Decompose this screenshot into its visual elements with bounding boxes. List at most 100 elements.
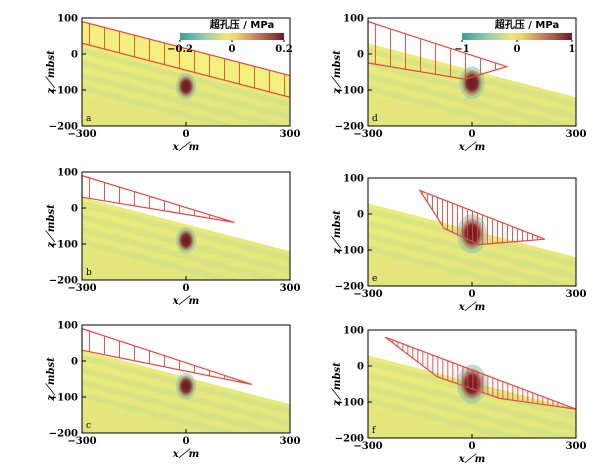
x-axis-label: x／m: [458, 141, 486, 153]
x-tick-label: −300: [353, 289, 382, 300]
slide-outline: [418, 189, 546, 246]
plot-area: [82, 325, 290, 433]
x-tick-label: 0: [183, 283, 190, 294]
sediment-band: [368, 232, 575, 286]
x-tick-label: 300: [280, 436, 301, 447]
y-tick-label: −100: [335, 246, 364, 257]
x-tick-label: 0: [183, 129, 190, 140]
x-tick-label: 300: [280, 283, 301, 294]
y-tick-label: −200: [49, 429, 78, 440]
plot-area: [368, 178, 576, 286]
y-tick-label: 100: [57, 14, 78, 25]
y-tick-label: −100: [49, 86, 78, 97]
slide-outline: [82, 20, 290, 98]
sediment-band: [82, 72, 289, 126]
colorbar-tick-label: 0: [514, 44, 521, 55]
panel-f: 100 0 −100 −200−300 0 300 x／m z／mbst f: [331, 326, 586, 466]
x-tick-label: −300: [67, 129, 96, 140]
x-tick-label: −300: [353, 441, 382, 452]
colorbar-tick-label: −1: [454, 44, 469, 55]
x-axis-label: x／m: [172, 295, 200, 307]
y-axis-label: z／mbst: [331, 362, 343, 407]
y-tick-label: 0: [357, 210, 364, 221]
y-tick-label: −200: [335, 122, 364, 133]
y-tick-label: −100: [335, 86, 364, 97]
sediment-band: [368, 397, 526, 438]
colorbar-d: 超孔压 / MPa −1 0 1: [454, 18, 575, 55]
slide-outline: [368, 20, 509, 80]
y-axis-label: z／mbst: [331, 210, 343, 255]
y-tick-label: 100: [57, 168, 78, 179]
y-tick-label: −200: [49, 122, 78, 133]
x-tick-label: 300: [566, 289, 587, 300]
x-axis-label: x／m: [172, 448, 200, 460]
anomaly-peak: [177, 375, 195, 397]
sediment-band: [368, 384, 575, 438]
y-tick-label: 0: [71, 204, 78, 215]
panel-c: 100 0 −100 −200−300 0 300 x／m z／mbst c: [45, 321, 300, 461]
anomaly-peak: [460, 218, 484, 250]
y-axis-label: z／mbst: [45, 204, 57, 249]
colorbar-title: 超孔压 / MPa: [209, 18, 274, 31]
x-tick-label: 0: [469, 441, 476, 452]
panel-letter: d: [372, 114, 378, 124]
panel-letter: b: [86, 268, 92, 278]
sediment-band: [82, 239, 240, 280]
x-tick-label: 0: [469, 289, 476, 300]
x-tick-label: −300: [67, 436, 96, 447]
sediment-band: [82, 85, 240, 126]
plot-area: [82, 172, 290, 280]
panel-letter: c: [86, 421, 91, 431]
anomaly-peak: [177, 75, 195, 98]
y-tick-label: 100: [343, 326, 364, 337]
panel-e: 100 0 −100 −200−300 0 300 x／m z／mbst e: [331, 174, 586, 314]
colorbar-tick-label: −0.2: [167, 44, 193, 55]
y-tick-label: 0: [71, 50, 78, 61]
y-tick-label: −100: [335, 398, 364, 409]
sediment-band: [82, 226, 289, 280]
slide-outline: [82, 174, 235, 223]
y-axis-label: z／mbst: [331, 50, 343, 95]
x-axis-label: x／m: [172, 141, 200, 153]
panel-letter: e: [372, 274, 377, 284]
x-tick-label: 300: [566, 441, 587, 452]
sediment-band: [368, 245, 526, 286]
y-tick-label: 0: [357, 50, 364, 61]
plot-area: [368, 330, 576, 438]
x-tick-label: −300: [353, 129, 382, 140]
x-tick-label: 300: [280, 129, 301, 140]
y-tick-label: −100: [49, 393, 78, 404]
y-tick-label: 100: [57, 321, 78, 332]
colorbar-a: 超孔压 / MPa −0.2 0 0.2: [167, 18, 293, 55]
sediment-band: [368, 72, 575, 126]
y-tick-label: −200: [49, 276, 78, 287]
colorbar-title: 超孔压 / MPa: [494, 18, 559, 31]
sediment-band: [368, 85, 526, 126]
y-tick-label: −100: [49, 240, 78, 251]
y-axis-label: z／mbst: [45, 357, 57, 402]
x-tick-label: −300: [67, 283, 96, 294]
sediment-band: [82, 392, 240, 433]
x-tick-label: 300: [566, 129, 587, 140]
colorbar-tick-label: 1: [569, 44, 576, 55]
y-axis-label: z／mbst: [45, 50, 57, 95]
x-tick-label: 0: [469, 129, 476, 140]
colorbar-gradient: [462, 33, 572, 40]
x-tick-label: 0: [183, 436, 190, 447]
y-tick-label: 0: [357, 362, 364, 373]
y-tick-label: −200: [335, 282, 364, 293]
y-tick-label: 100: [343, 174, 364, 185]
y-tick-label: −200: [335, 434, 364, 445]
colorbar-tick-label: 0: [229, 44, 236, 55]
panel-b: 100 0 −100 −200−300 0 300 x／m z／mbst b: [45, 168, 300, 308]
y-tick-label: 100: [343, 14, 364, 25]
anomaly-peak: [177, 229, 195, 252]
x-axis-label: x／m: [458, 453, 486, 465]
slide-outline: [82, 327, 253, 385]
colorbar-gradient: [180, 33, 284, 40]
colorbar-tick-label: 0.2: [275, 44, 292, 55]
x-axis-label: x／m: [458, 301, 486, 313]
y-tick-label: 0: [71, 357, 78, 368]
sediment-band: [82, 379, 289, 433]
